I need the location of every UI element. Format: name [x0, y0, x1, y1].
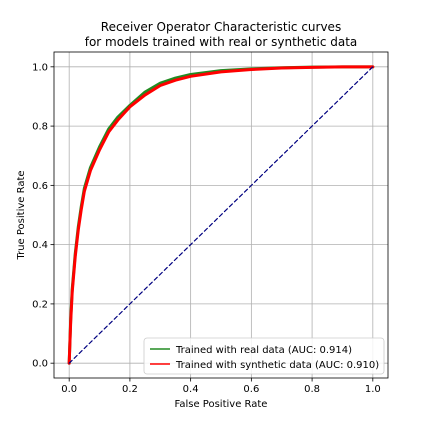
legend-label-real: Trained with real data (AUC: 0.914)	[175, 345, 352, 356]
x-tick-label-2: 0.4	[183, 384, 199, 395]
x-tick-label-1: 0.2	[122, 384, 138, 395]
y-tick-label-0: 0.0	[32, 359, 48, 370]
chart-title-line-2: for models trained with real or syntheti…	[85, 35, 358, 49]
y-tick-label-1: 0.2	[32, 299, 48, 310]
series	[67, 65, 375, 365]
y-tick-label-2: 0.4	[32, 240, 48, 251]
grid	[54, 52, 388, 378]
y-tick-label-4: 0.8	[32, 122, 48, 133]
chart-title-line-1: Receiver Operator Characteristic curves	[101, 20, 341, 34]
y-tick-label-5: 1.0	[32, 62, 48, 73]
x-tick-label-0: 0.0	[61, 384, 77, 395]
diagonal-reference-line	[68, 66, 374, 364]
x-tick-label-5: 1.0	[365, 384, 381, 395]
legend-box	[143, 337, 385, 375]
legend: Trained with real data (AUC: 0.914) Trai…	[143, 337, 385, 375]
x-tick-label-3: 0.6	[243, 384, 259, 395]
legend-label-synthetic: Trained with synthetic data (AUC: 0.910)	[175, 360, 379, 371]
plot-frame	[53, 51, 389, 379]
y-tick-label-3: 0.6	[32, 181, 48, 192]
y-axis-label: True Positive Rate	[16, 170, 27, 260]
series-line-synthetic	[67, 65, 375, 365]
ticks: 0.0 0.2 0.4 0.6 0.8 1.0 0.0 0.2 0.4 0.6 0.8 1.0	[32, 62, 381, 395]
x-axis-label: False Positive Rate	[175, 399, 268, 410]
x-tick-label-4: 0.8	[304, 384, 320, 395]
